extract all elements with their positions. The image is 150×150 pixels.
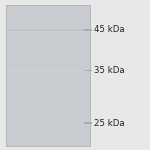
Bar: [8, 121, 88, 122]
Bar: [8, 71, 88, 72]
Bar: [84, 70, 92, 71]
Bar: [8, 28, 88, 29]
Text: 25 kDa: 25 kDa: [94, 118, 125, 127]
Bar: [8, 27, 88, 28]
Bar: [8, 125, 88, 126]
Bar: [8, 122, 88, 123]
Bar: [8, 72, 88, 73]
Bar: [8, 69, 88, 70]
Bar: [84, 122, 92, 124]
Bar: [8, 30, 88, 31]
Bar: [8, 124, 88, 125]
Text: 35 kDa: 35 kDa: [94, 66, 125, 75]
Bar: [8, 68, 88, 69]
Bar: [84, 29, 92, 31]
Bar: [8, 29, 88, 30]
Bar: [8, 123, 88, 124]
Bar: [8, 29, 88, 30]
FancyBboxPatch shape: [6, 4, 90, 146]
Bar: [8, 32, 88, 33]
Text: 45 kDa: 45 kDa: [94, 26, 125, 34]
Bar: [8, 120, 88, 121]
Bar: [8, 70, 88, 71]
